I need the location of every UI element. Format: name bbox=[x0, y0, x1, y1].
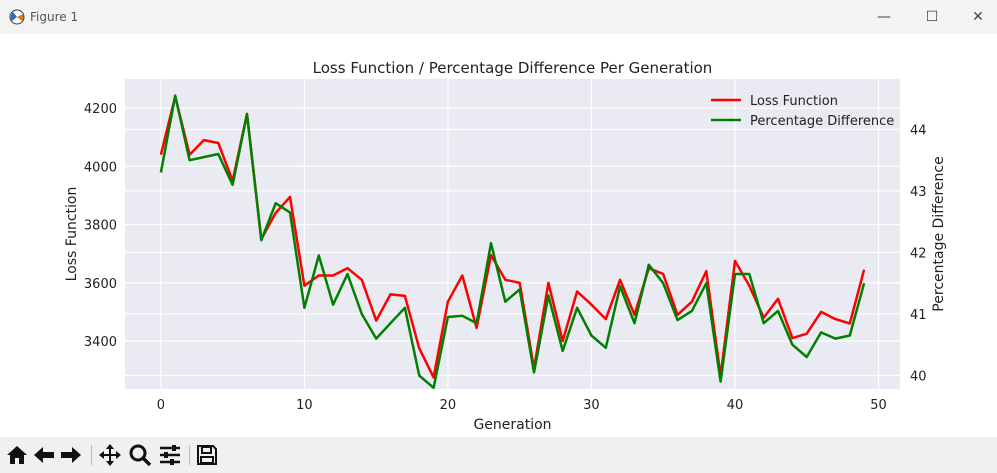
toolbar-separator bbox=[189, 445, 190, 465]
window-title: Figure 1 bbox=[30, 10, 79, 24]
y-tick-label-left: 3400 bbox=[84, 335, 117, 350]
navigation-toolbar bbox=[0, 437, 997, 473]
figure-canvas: 0 10 20 30 40 50 3400 3600 3800 4000 4200 40 41 42 43 4… bbox=[64, 59, 947, 433]
x-tick-label: 40 bbox=[727, 398, 744, 413]
back-arrow-icon[interactable] bbox=[32, 443, 56, 467]
y-tick-label-right: 42 bbox=[910, 246, 927, 261]
toolbar-separator bbox=[91, 445, 92, 465]
forward-arrow-icon[interactable] bbox=[59, 443, 83, 467]
legend: Loss Function Percentage Difference bbox=[711, 94, 894, 129]
y-tick-label-right: 40 bbox=[910, 369, 927, 384]
zoom-magnifier-icon[interactable] bbox=[128, 443, 152, 467]
y-tick-label-left: 3800 bbox=[84, 219, 117, 234]
y-tick-label-left: 4200 bbox=[84, 102, 117, 117]
x-tick-label: 20 bbox=[440, 398, 457, 413]
x-tick-label: 30 bbox=[583, 398, 600, 413]
x-axis-label: Generation bbox=[473, 417, 551, 433]
window-titlebar: Figure 1 — ☐ ✕ bbox=[0, 0, 997, 34]
y-tick-label-right: 44 bbox=[910, 123, 927, 138]
close-button[interactable]: ✕ bbox=[972, 9, 984, 25]
y-tick-label-left: 4000 bbox=[84, 160, 117, 175]
legend-label-percentage-difference: Percentage Difference bbox=[750, 114, 894, 129]
y-tick-label-right: 41 bbox=[910, 308, 927, 323]
y-axis-label-left: Loss Function bbox=[64, 187, 80, 282]
y-tick-label-right: 43 bbox=[910, 185, 927, 200]
y-tick-label-left: 3600 bbox=[84, 277, 117, 292]
series-line-loss-function bbox=[159, 95, 866, 379]
minimize-button[interactable]: — bbox=[877, 9, 891, 25]
configure-subplots-icon[interactable] bbox=[158, 443, 182, 467]
legend-label-loss-function: Loss Function bbox=[750, 94, 838, 109]
y-axis-label-right: Percentage Difference bbox=[931, 156, 947, 311]
home-icon[interactable] bbox=[5, 443, 29, 467]
series-line-percentage-difference bbox=[159, 94, 866, 390]
pan-move-icon[interactable] bbox=[98, 443, 122, 467]
app-icon bbox=[9, 9, 25, 25]
save-disk-icon[interactable] bbox=[195, 443, 219, 467]
x-tick-label: 0 bbox=[157, 398, 165, 413]
x-tick-label: 10 bbox=[296, 398, 313, 413]
chart-title: Loss Function / Percentage Difference Pe… bbox=[313, 59, 713, 77]
plot-area bbox=[125, 79, 900, 389]
x-tick-label: 50 bbox=[870, 398, 887, 413]
maximize-button[interactable]: ☐ bbox=[925, 9, 939, 25]
